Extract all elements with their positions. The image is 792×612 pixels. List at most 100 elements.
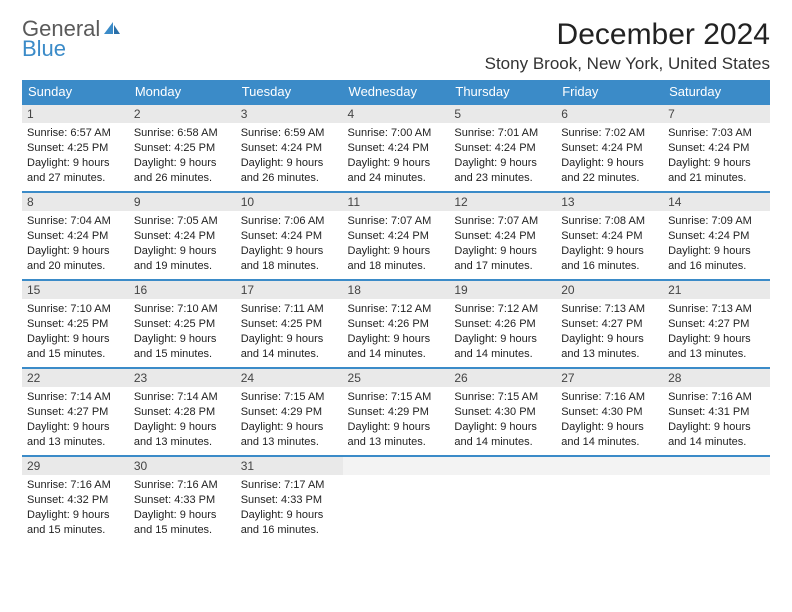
calendar-table: SundayMondayTuesdayWednesdayThursdayFrid… (22, 80, 770, 543)
day-number: 31 (236, 455, 343, 475)
sunrise-line: Sunrise: 7:14 AM (134, 390, 231, 405)
calendar-cell: 14Sunrise: 7:09 AMSunset: 4:24 PMDayligh… (663, 191, 770, 279)
calendar-cell: 30Sunrise: 7:16 AMSunset: 4:33 PMDayligh… (129, 455, 236, 543)
day-number: 9 (129, 191, 236, 211)
day-body: Sunrise: 7:12 AMSunset: 4:26 PMDaylight:… (449, 299, 556, 365)
sunrise-line: Sunrise: 7:00 AM (348, 126, 445, 141)
sunset-line: Sunset: 4:30 PM (561, 405, 658, 420)
daylight-line2: and 18 minutes. (348, 259, 445, 274)
sunrise-line: Sunrise: 7:07 AM (348, 214, 445, 229)
calendar-cell (556, 455, 663, 543)
calendar-cell: 10Sunrise: 7:06 AMSunset: 4:24 PMDayligh… (236, 191, 343, 279)
sunset-line: Sunset: 4:24 PM (27, 229, 124, 244)
sunrise-line: Sunrise: 7:04 AM (27, 214, 124, 229)
daylight-line2: and 14 minutes. (561, 435, 658, 450)
daylight-line2: and 23 minutes. (454, 171, 551, 186)
day-number: 29 (22, 455, 129, 475)
calendar-cell: 25Sunrise: 7:15 AMSunset: 4:29 PMDayligh… (343, 367, 450, 455)
calendar-cell: 20Sunrise: 7:13 AMSunset: 4:27 PMDayligh… (556, 279, 663, 367)
day-body: Sunrise: 7:05 AMSunset: 4:24 PMDaylight:… (129, 211, 236, 277)
sunset-line: Sunset: 4:24 PM (241, 229, 338, 244)
sunrise-line: Sunrise: 7:16 AM (134, 478, 231, 493)
weekday-header: Thursday (449, 80, 556, 103)
calendar-cell: 21Sunrise: 7:13 AMSunset: 4:27 PMDayligh… (663, 279, 770, 367)
day-body: Sunrise: 7:13 AMSunset: 4:27 PMDaylight:… (556, 299, 663, 365)
day-body: Sunrise: 7:16 AMSunset: 4:33 PMDaylight:… (129, 475, 236, 541)
day-body: Sunrise: 7:15 AMSunset: 4:29 PMDaylight:… (343, 387, 450, 453)
daylight-line1: Daylight: 9 hours (27, 332, 124, 347)
day-number: 25 (343, 367, 450, 387)
day-number: 6 (556, 103, 663, 123)
daylight-line1: Daylight: 9 hours (241, 420, 338, 435)
sunrise-line: Sunrise: 7:16 AM (668, 390, 765, 405)
day-number: 17 (236, 279, 343, 299)
daylight-line2: and 13 minutes. (668, 347, 765, 362)
daylight-line2: and 27 minutes. (27, 171, 124, 186)
sunset-line: Sunset: 4:25 PM (134, 141, 231, 156)
calendar-cell: 28Sunrise: 7:16 AMSunset: 4:31 PMDayligh… (663, 367, 770, 455)
calendar-cell: 16Sunrise: 7:10 AMSunset: 4:25 PMDayligh… (129, 279, 236, 367)
day-body: Sunrise: 6:58 AMSunset: 4:25 PMDaylight:… (129, 123, 236, 189)
daylight-line1: Daylight: 9 hours (134, 332, 231, 347)
daylight-line1: Daylight: 9 hours (668, 332, 765, 347)
sunset-line: Sunset: 4:25 PM (27, 317, 124, 332)
daylight-line1: Daylight: 9 hours (561, 244, 658, 259)
day-body: Sunrise: 7:17 AMSunset: 4:33 PMDaylight:… (236, 475, 343, 541)
day-body: Sunrise: 7:14 AMSunset: 4:27 PMDaylight:… (22, 387, 129, 453)
daylight-line2: and 13 minutes. (348, 435, 445, 450)
day-number: 13 (556, 191, 663, 211)
sunrise-line: Sunrise: 7:15 AM (348, 390, 445, 405)
day-number-empty (343, 455, 450, 475)
daylight-line1: Daylight: 9 hours (348, 332, 445, 347)
calendar-cell: 12Sunrise: 7:07 AMSunset: 4:24 PMDayligh… (449, 191, 556, 279)
sunrise-line: Sunrise: 7:10 AM (134, 302, 231, 317)
day-number: 10 (236, 191, 343, 211)
calendar-row: 8Sunrise: 7:04 AMSunset: 4:24 PMDaylight… (22, 191, 770, 279)
daylight-line1: Daylight: 9 hours (27, 244, 124, 259)
day-number: 22 (22, 367, 129, 387)
sunrise-line: Sunrise: 6:59 AM (241, 126, 338, 141)
calendar-row: 22Sunrise: 7:14 AMSunset: 4:27 PMDayligh… (22, 367, 770, 455)
sunset-line: Sunset: 4:24 PM (561, 229, 658, 244)
daylight-line1: Daylight: 9 hours (241, 332, 338, 347)
sunrise-line: Sunrise: 7:17 AM (241, 478, 338, 493)
weekday-header: Sunday (22, 80, 129, 103)
daylight-line2: and 14 minutes. (454, 435, 551, 450)
sunrise-line: Sunrise: 7:15 AM (241, 390, 338, 405)
location: Stony Brook, New York, United States (485, 54, 770, 74)
sunset-line: Sunset: 4:24 PM (668, 229, 765, 244)
calendar-cell: 11Sunrise: 7:07 AMSunset: 4:24 PMDayligh… (343, 191, 450, 279)
sunset-line: Sunset: 4:25 PM (241, 317, 338, 332)
calendar-cell: 22Sunrise: 7:14 AMSunset: 4:27 PMDayligh… (22, 367, 129, 455)
calendar-cell: 1Sunrise: 6:57 AMSunset: 4:25 PMDaylight… (22, 103, 129, 191)
calendar-cell: 18Sunrise: 7:12 AMSunset: 4:26 PMDayligh… (343, 279, 450, 367)
day-number: 24 (236, 367, 343, 387)
daylight-line2: and 14 minutes. (348, 347, 445, 362)
daylight-line2: and 14 minutes. (241, 347, 338, 362)
day-body: Sunrise: 7:14 AMSunset: 4:28 PMDaylight:… (129, 387, 236, 453)
daylight-line1: Daylight: 9 hours (348, 244, 445, 259)
day-number: 18 (343, 279, 450, 299)
calendar-body: 1Sunrise: 6:57 AMSunset: 4:25 PMDaylight… (22, 103, 770, 543)
daylight-line2: and 15 minutes. (27, 347, 124, 362)
day-number: 8 (22, 191, 129, 211)
daylight-line1: Daylight: 9 hours (668, 156, 765, 171)
sunset-line: Sunset: 4:24 PM (454, 229, 551, 244)
sunset-line: Sunset: 4:24 PM (561, 141, 658, 156)
daylight-line2: and 15 minutes. (27, 523, 124, 538)
calendar-row: 15Sunrise: 7:10 AMSunset: 4:25 PMDayligh… (22, 279, 770, 367)
sunset-line: Sunset: 4:24 PM (668, 141, 765, 156)
day-body: Sunrise: 7:10 AMSunset: 4:25 PMDaylight:… (129, 299, 236, 365)
daylight-line2: and 13 minutes. (27, 435, 124, 450)
daylight-line1: Daylight: 9 hours (134, 156, 231, 171)
sunset-line: Sunset: 4:33 PM (134, 493, 231, 508)
calendar-cell: 27Sunrise: 7:16 AMSunset: 4:30 PMDayligh… (556, 367, 663, 455)
weekday-header: Monday (129, 80, 236, 103)
day-body: Sunrise: 7:15 AMSunset: 4:30 PMDaylight:… (449, 387, 556, 453)
daylight-line1: Daylight: 9 hours (561, 156, 658, 171)
daylight-line2: and 14 minutes. (668, 435, 765, 450)
daylight-line1: Daylight: 9 hours (561, 332, 658, 347)
daylight-line1: Daylight: 9 hours (454, 156, 551, 171)
day-body: Sunrise: 7:03 AMSunset: 4:24 PMDaylight:… (663, 123, 770, 189)
daylight-line2: and 21 minutes. (668, 171, 765, 186)
